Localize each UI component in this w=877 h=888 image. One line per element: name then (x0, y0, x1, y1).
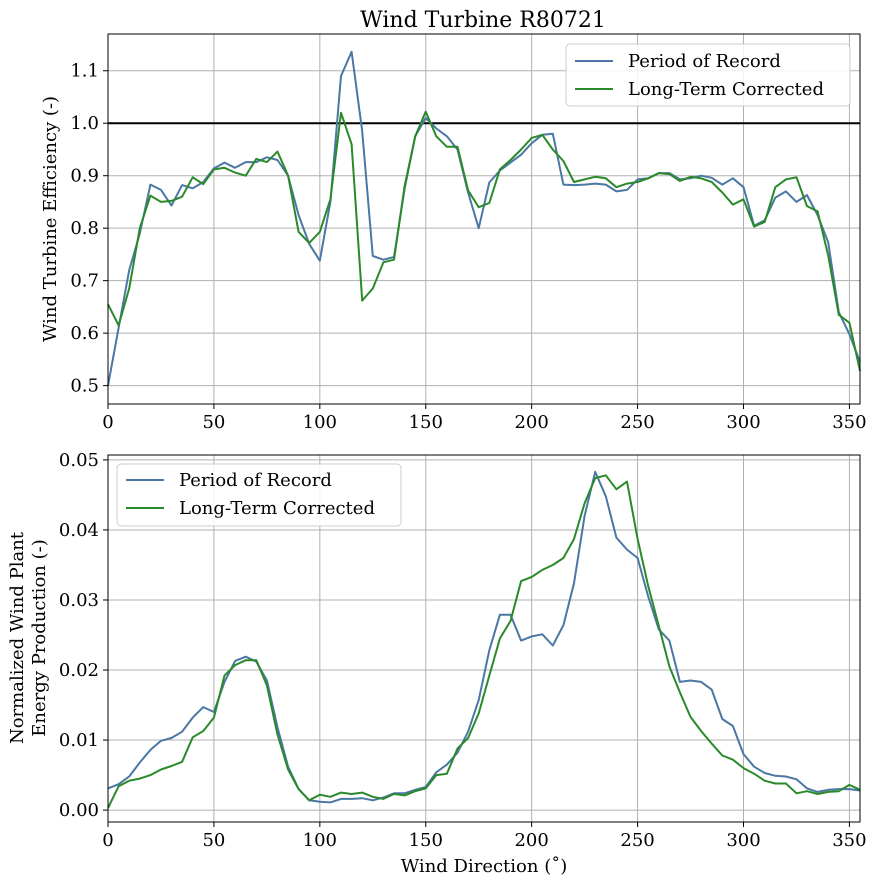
energy-x-tick-label: 350 (832, 830, 866, 851)
energy-y-axis-label-line2: Energy Production (-) (29, 539, 50, 736)
energy-ticks: 0 50 100 150 200 250 300 350 0.00 0.01 0.02 0.03 0.0… (59, 450, 867, 851)
efficiency-y-axis-label: Wind Turbine Efficiency (-) (40, 96, 61, 342)
energy-legend-box (116, 463, 402, 527)
energy-y-tick-label: 0.04 (59, 520, 99, 541)
efficiency-x-tick-label: 350 (832, 412, 866, 433)
energy-series-period-of-record (107, 470, 861, 804)
energy-x-tick-label: 200 (514, 830, 548, 851)
energy-series-long-term-corrected (107, 474, 861, 809)
efficiency-legend: Period of Record Long-Term Corrected (565, 43, 851, 107)
efficiency-y-tick-label: 1.0 (70, 113, 99, 134)
efficiency-x-tick-label: 100 (303, 412, 337, 433)
efficiency-axes-frame (107, 33, 861, 405)
efficiency-legend-box (565, 43, 851, 107)
energy-y-tick-label: 0.01 (59, 730, 99, 751)
energy-y-tick-label: 0.03 (59, 590, 99, 611)
energy-y-tick-label: 0.00 (59, 800, 99, 821)
efficiency-series (107, 50, 861, 386)
efficiency-x-tick-label: 250 (620, 412, 654, 433)
energy-y-axis-label-line1: Normalized Wind Plant (7, 531, 28, 744)
efficiency-y-tick-label: 0.8 (70, 218, 99, 239)
energy-legend-label-longterm: Long-Term Corrected (179, 498, 375, 519)
chart-title: Wind Turbine R80721 (360, 8, 606, 33)
energy-x-tick-label: 50 (202, 830, 225, 851)
efficiency-legend-label-period: Period of Record (628, 51, 781, 72)
energy-x-tick-label: 250 (620, 830, 654, 851)
efficiency-x-tick-label: 50 (202, 412, 225, 433)
energy-x-tick-label: 0 (102, 830, 113, 851)
efficiency-x-tick-label: 200 (514, 412, 548, 433)
energy-x-tick-label: 100 (303, 830, 337, 851)
efficiency-ticks: 0 50 100 150 200 250 300 350 0.5 0.6 0.7 0.8 0.9 1.0 1… (70, 61, 866, 433)
energy-legend-label-period: Period of Record (179, 470, 332, 491)
energy-axes-frame (107, 454, 861, 823)
energy-x-tick-label: 150 (409, 830, 443, 851)
efficiency-legend-label-longterm: Long-Term Corrected (628, 79, 824, 100)
energy-grid (107, 455, 860, 822)
efficiency-x-tick-label: 0 (102, 412, 113, 433)
energy-legend: Period of Record Long-Term Corrected (116, 463, 402, 527)
energy-y-tick-label: 0.02 (59, 660, 99, 681)
efficiency-y-tick-label: 0.9 (70, 166, 99, 187)
efficiency-y-tick-label: 0.7 (70, 271, 99, 292)
efficiency-panel: Wind Turbine R80721 0 50 100 150 200 250 300 35… (40, 8, 867, 433)
efficiency-series-long-term-corrected (107, 110, 861, 372)
energy-panel: 0 50 100 150 200 250 300 350 0.00 0.01 0.02 0.03 0.0… (7, 450, 867, 877)
efficiency-y-tick-label: 0.6 (70, 323, 99, 344)
energy-series (107, 470, 861, 809)
efficiency-x-tick-label: 150 (409, 412, 443, 433)
energy-y-tick-label: 0.05 (59, 450, 99, 471)
efficiency-y-tick-label: 1.1 (70, 61, 99, 82)
efficiency-x-tick-label: 300 (726, 412, 760, 433)
energy-x-tick-label: 300 (726, 830, 760, 851)
energy-x-axis-label: Wind Direction (˚) (401, 855, 568, 877)
efficiency-y-tick-label: 0.5 (70, 376, 99, 397)
